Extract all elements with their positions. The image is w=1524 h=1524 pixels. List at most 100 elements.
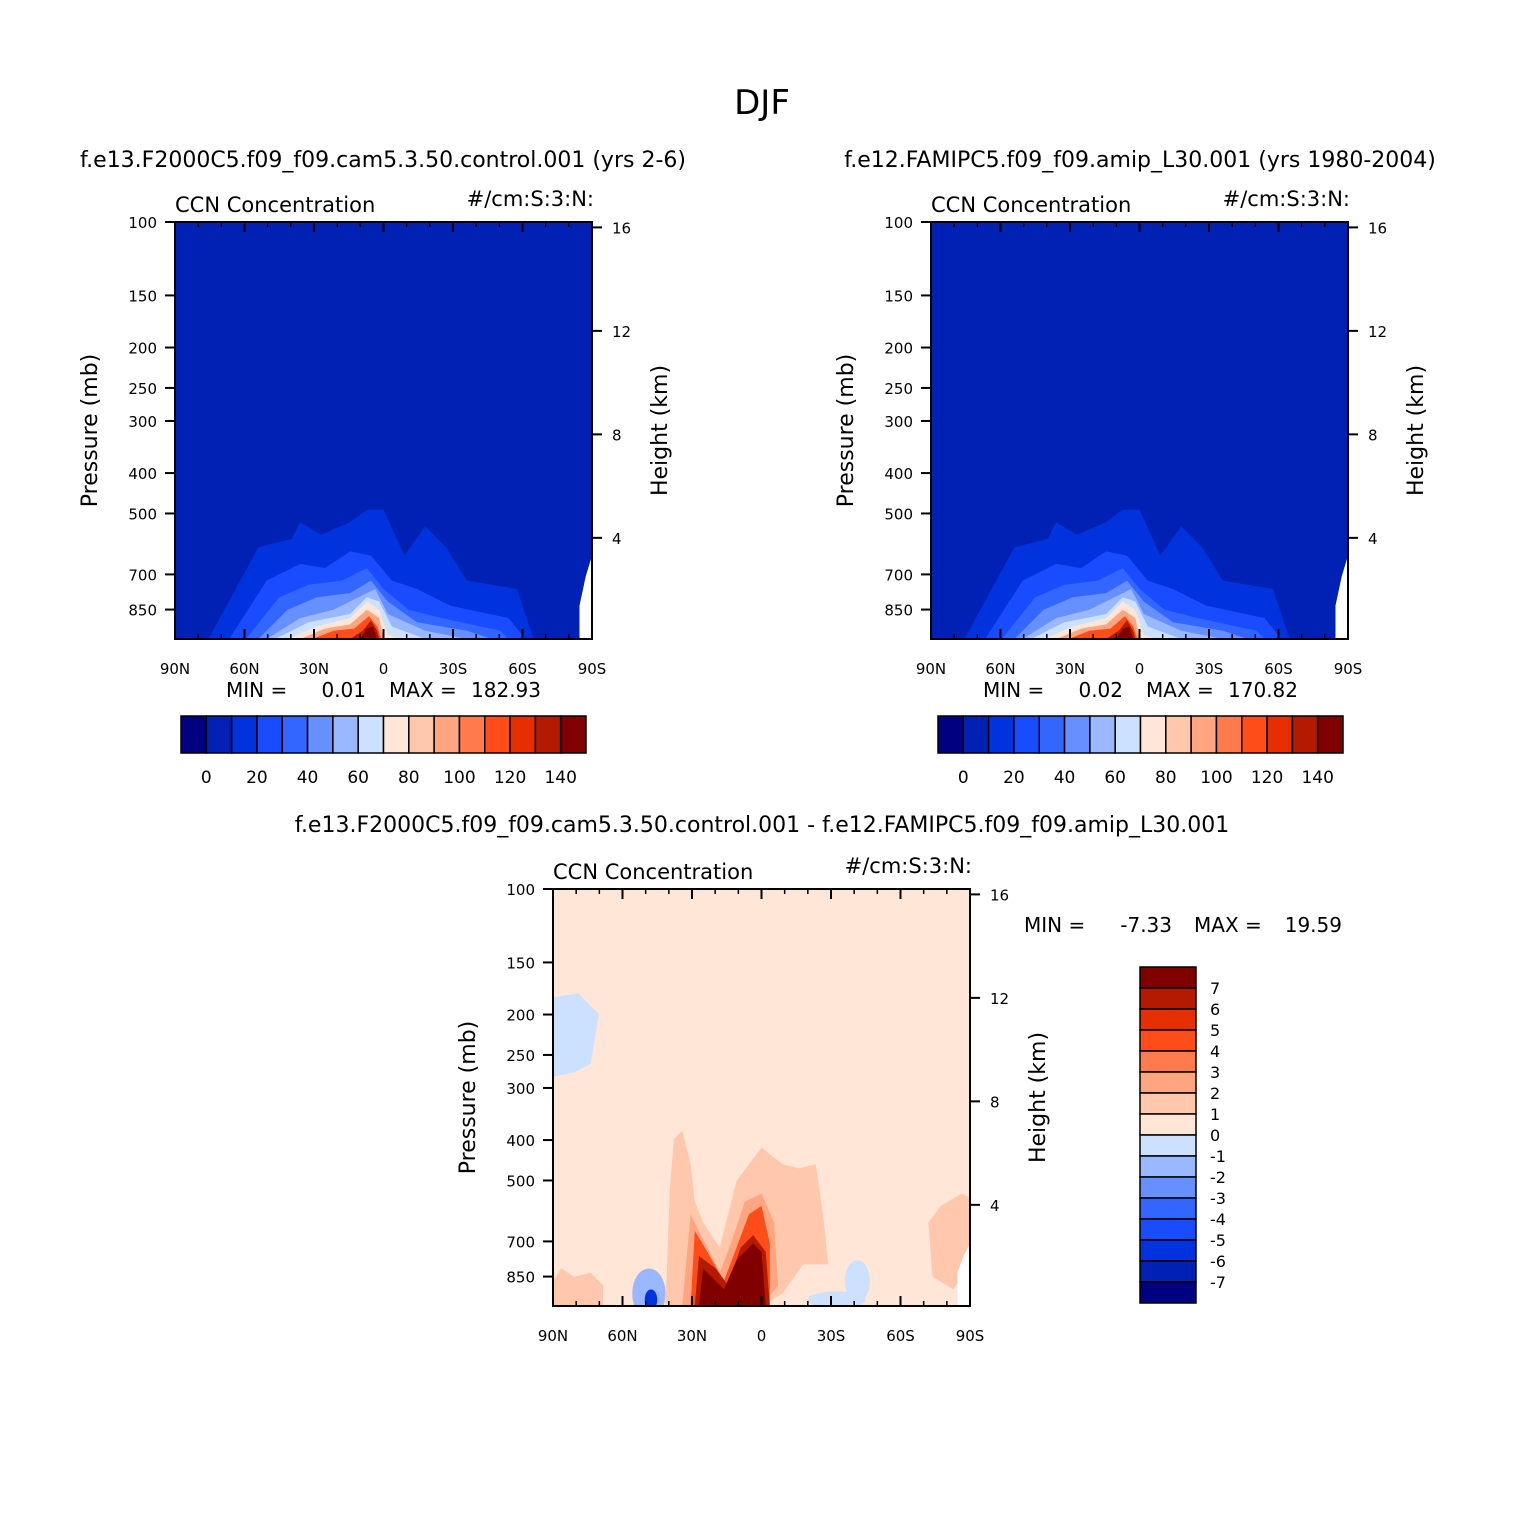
colorbar-swatch — [1139, 1029, 1197, 1052]
max-label: MAX = — [1146, 678, 1214, 702]
colorbar-swatch — [230, 715, 258, 754]
colorbar-swatch — [1165, 715, 1192, 754]
y-tick-label: 700 — [506, 1233, 535, 1251]
y-tick-label: 250 — [884, 380, 913, 398]
x-tick-label: 0 — [379, 660, 389, 678]
colorbar-label: 20 — [246, 768, 268, 788]
colorbar-swatch — [1139, 1239, 1197, 1262]
min-value: 0.01 — [321, 678, 366, 702]
max-label: MAX = — [389, 678, 457, 702]
colorbar-swatch — [1013, 715, 1040, 754]
colorbar-swatch — [408, 715, 435, 754]
missing-data-area — [579, 555, 592, 639]
contour-field — [931, 222, 1348, 639]
y-tick-label: 300 — [506, 1080, 535, 1098]
y-tick-label: 400 — [128, 465, 157, 483]
y-tick-label: 400 — [884, 465, 913, 483]
x-tick-label: 90N — [160, 660, 190, 678]
y-right-tick-label: 16 — [1368, 219, 1387, 237]
colorbar-label: 120 — [1251, 768, 1283, 788]
colorbar-label: 1 — [1210, 1105, 1220, 1124]
colorbar-label: 120 — [494, 768, 526, 788]
y-axis-label: Pressure (mb) — [834, 354, 859, 508]
max-value: 170.82 — [1228, 678, 1298, 702]
positive-anomaly-north — [553, 1268, 603, 1306]
y-tick-label: 850 — [128, 602, 157, 620]
panel-bottom: f.e13.F2000C5.f09_f09.cam5.3.50.control.… — [295, 813, 1342, 1345]
panel-title: f.e12.FAMIPC5.f09_f09.amip_L30.001 (yrs … — [844, 148, 1436, 173]
negative-anomaly-nh — [632, 1268, 666, 1306]
colorbar-label: 40 — [297, 768, 319, 788]
x-tick-label: 0 — [757, 1327, 767, 1345]
x-tick-label: 0 — [1135, 660, 1145, 678]
y-tick-label: 150 — [884, 287, 913, 305]
colorbar-swatch — [458, 715, 486, 754]
colorbar-swatch — [205, 715, 233, 754]
colorbar-swatch — [281, 715, 309, 754]
y-right-tick-label: 12 — [990, 990, 1009, 1008]
colorbar-swatch — [1139, 1050, 1197, 1073]
y-tick-label: 400 — [506, 1132, 535, 1150]
colorbar-swatch — [1139, 1260, 1197, 1283]
min-value: -7.33 — [1120, 913, 1172, 937]
colorbar-label: 80 — [1155, 768, 1177, 788]
min-label: MIN = — [226, 678, 287, 702]
colorbar-swatch — [937, 715, 965, 754]
x-tick-label: 60S — [508, 660, 537, 678]
colorbar-label: 140 — [544, 768, 576, 788]
colorbar-swatch — [1139, 1155, 1197, 1178]
colorbar-label: 7 — [1210, 979, 1220, 998]
x-tick-label: 90N — [916, 660, 946, 678]
colorbar-swatch — [1215, 715, 1243, 754]
colorbar-label: -6 — [1210, 1252, 1226, 1271]
x-tick-label: 90S — [578, 660, 607, 678]
colorbar-swatch — [332, 715, 359, 754]
colorbar-label: -4 — [1210, 1210, 1226, 1229]
units-label: #/cm:S:3:N: — [1223, 187, 1350, 211]
colorbar-label: -5 — [1210, 1231, 1226, 1250]
positive-anomaly-5 — [699, 1243, 766, 1306]
colorbar-label: -2 — [1210, 1168, 1226, 1187]
y-right-tick-label: 16 — [612, 219, 631, 237]
y-tick-label: 850 — [884, 602, 913, 620]
colorbar-label: -3 — [1210, 1189, 1226, 1208]
x-tick-label: 30N — [1055, 660, 1085, 678]
y-tick-label: 100 — [884, 214, 913, 232]
min-label: MIN = — [1024, 913, 1085, 937]
contour-field — [553, 889, 970, 1306]
colorbar-label: 100 — [443, 768, 475, 788]
y-tick-label: 150 — [506, 954, 535, 972]
y-right-tick-label: 4 — [990, 1197, 1000, 1215]
colorbar-swatch — [1114, 715, 1142, 754]
y-right-axis-label: Height (km) — [1404, 365, 1429, 496]
colorbar-swatch — [433, 715, 461, 754]
y-tick-label: 250 — [128, 380, 157, 398]
colorbar-label: 0 — [201, 768, 212, 788]
colorbar-label: 140 — [1301, 768, 1333, 788]
colorbar-swatch — [509, 715, 537, 754]
y-right-tick-label: 4 — [612, 530, 622, 548]
x-tick-label: 60S — [1264, 660, 1293, 678]
colorbar-swatch — [1139, 1092, 1197, 1115]
colorbar-swatch — [559, 715, 587, 754]
colorbar-swatch — [534, 715, 562, 754]
y-axis-label: Pressure (mb) — [78, 354, 103, 508]
x-tick-label: 30N — [299, 660, 329, 678]
colorbar-label: 6 — [1210, 1000, 1220, 1019]
y-tick-label: 250 — [506, 1047, 535, 1065]
y-tick-label: 100 — [128, 214, 157, 232]
colorbar-label: 0 — [1210, 1126, 1220, 1145]
colorbar-swatch — [1139, 987, 1197, 1010]
y-tick-label: 500 — [506, 1172, 535, 1190]
y-tick-label: 200 — [884, 340, 913, 358]
colorbar: 0 20 40 60 80 100 120 140 — [937, 715, 1344, 788]
negative-anomaly-sh2 — [844, 1260, 870, 1302]
max-value: 19.59 — [1285, 913, 1342, 937]
colorbar-swatch — [1316, 715, 1344, 754]
x-tick-label: 60N — [985, 660, 1015, 678]
negative-anomaly-nh-core — [644, 1289, 658, 1306]
y-tick-label: 200 — [128, 340, 157, 358]
colorbar-swatch — [306, 715, 334, 754]
x-tick-label: 30S — [1195, 660, 1224, 678]
y-tick-label: 200 — [506, 1007, 535, 1025]
